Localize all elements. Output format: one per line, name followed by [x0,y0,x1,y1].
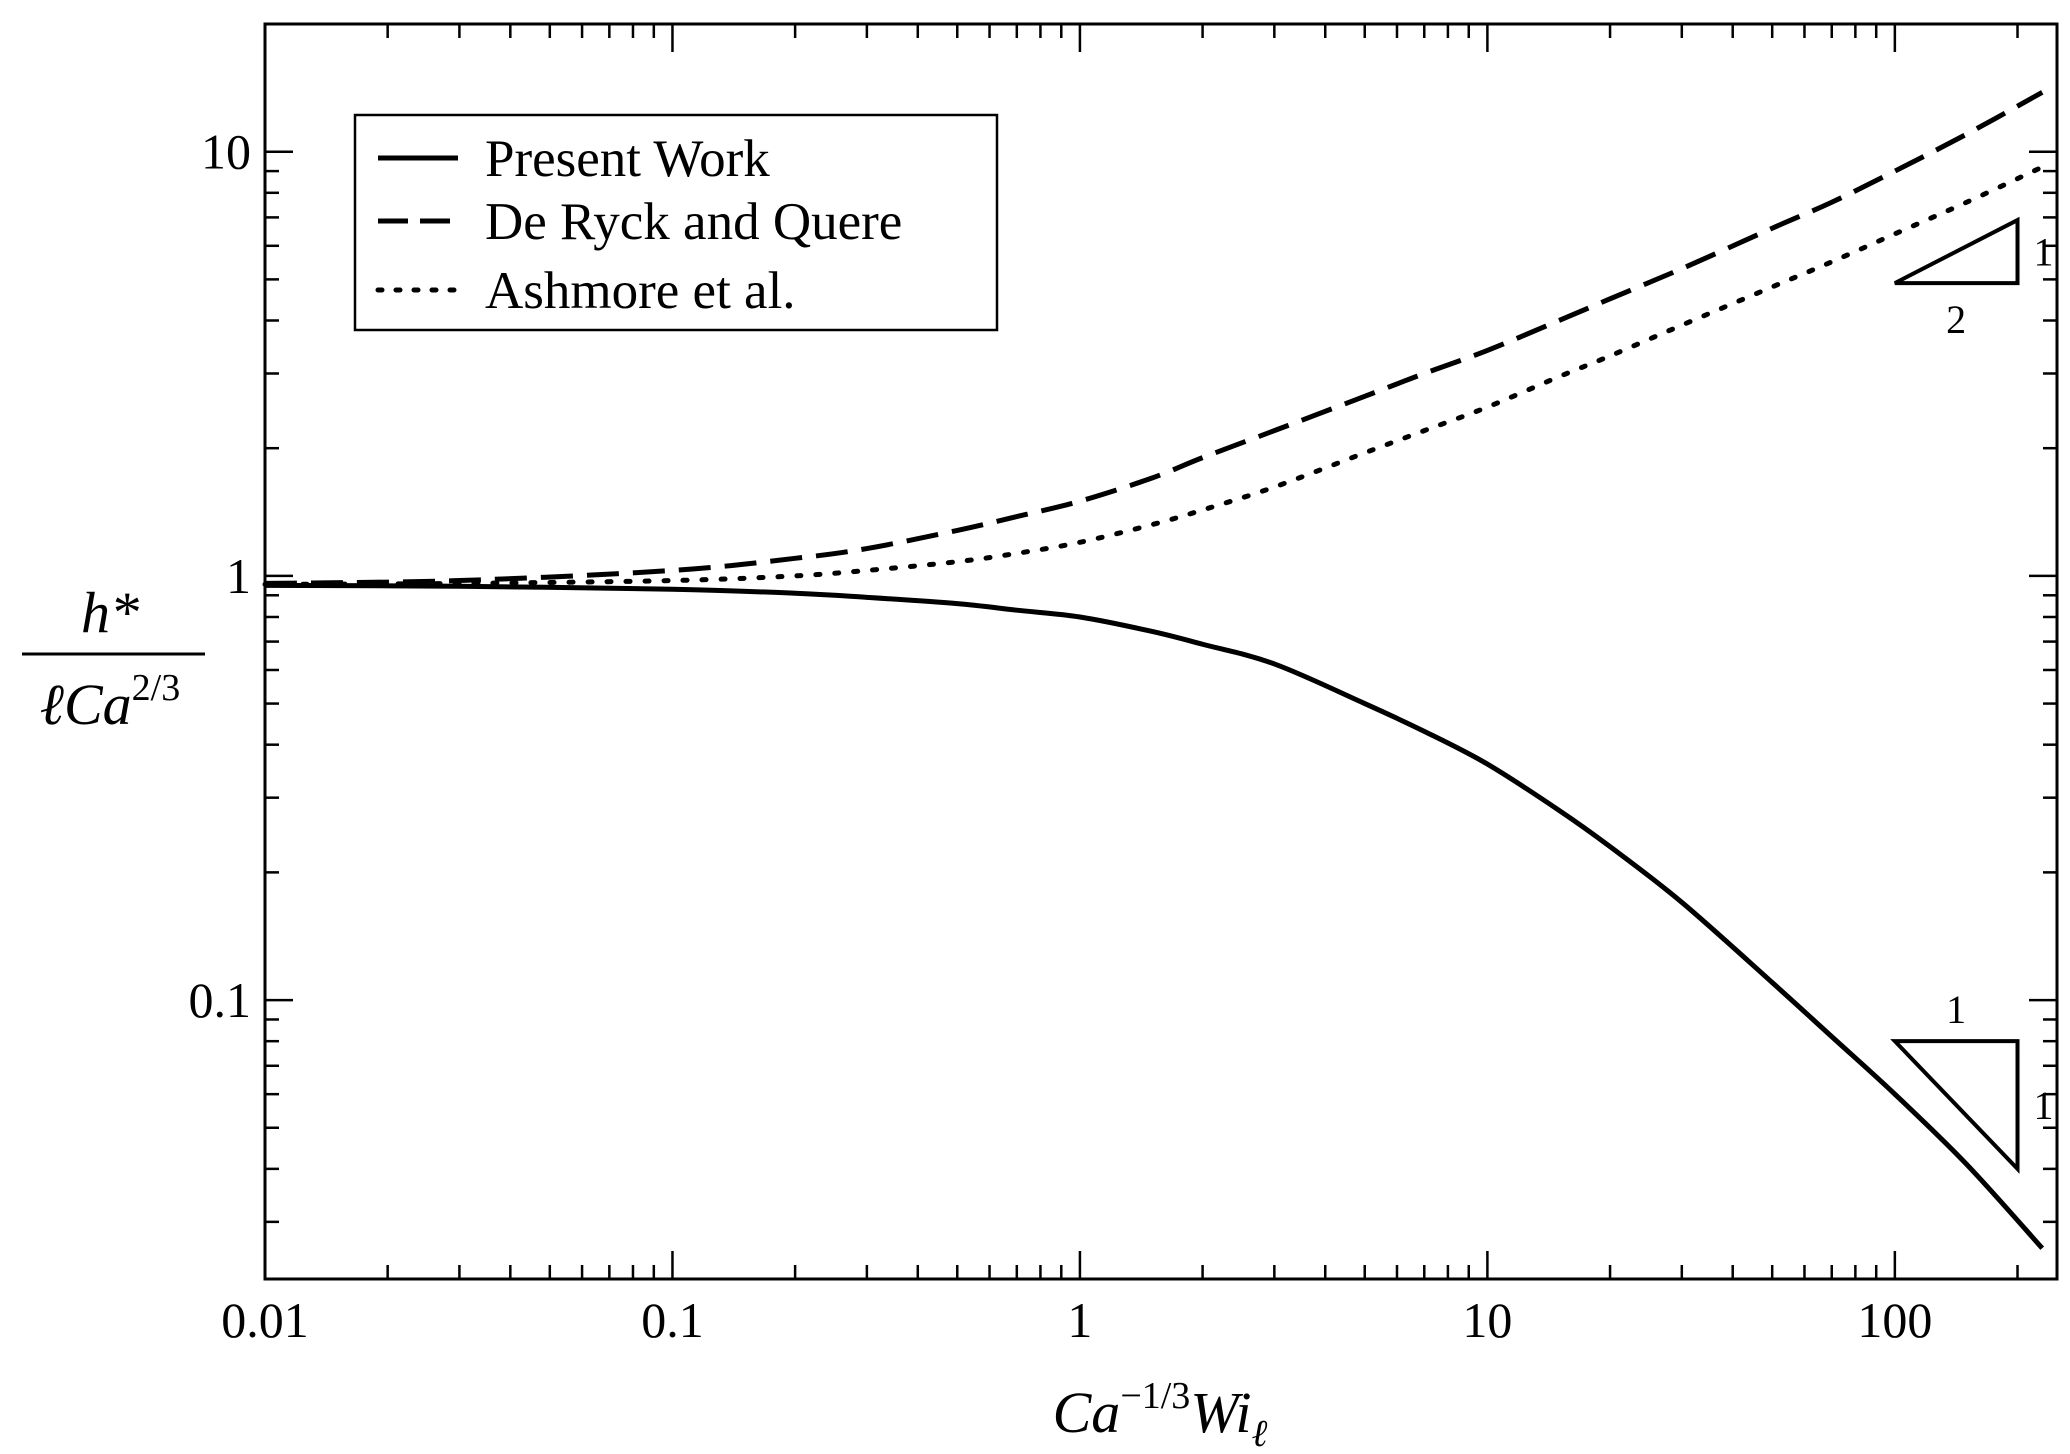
y-axis-label: h* ℓCa2/3 [22,580,205,737]
y-axis-label-den-sup: 2/3 [132,667,181,709]
y-tick-label: 1 [226,548,251,604]
x-axis-label-base: Ca [1053,1380,1121,1445]
plot-frame [263,22,2059,1281]
x-tick-label: 1 [1067,1292,1092,1348]
legend-box [353,113,999,332]
legend-label-de-ryck: De Ryck and Quere [485,193,902,251]
legend-label-present-work: Present Work [485,130,770,188]
y-axis-label-den-base: ℓCa [40,672,132,737]
y-tick-label: 0.1 [189,972,252,1028]
y-axis-label-denominator: ℓCa2/3 [40,667,180,737]
slope-triangle [1893,216,2020,286]
series-line-solid [264,582,2045,1250]
slope-rise-label: 1 [2034,230,2054,275]
series-line-dashed [264,90,2044,586]
x-axis-label: Ca−1/3Wiℓ [1053,1375,1268,1454]
slope-run-label: 2 [1946,297,1966,342]
x-tick-label: 0.1 [641,1292,704,1348]
y-axis-label-numerator: h* [81,580,139,645]
ticks-layer: 0.01 0.1 1 10 100 0.1 1 10 [189,22,2057,1348]
legend: Present Work De Ryck and Quere Ashmore e… [353,113,999,332]
series-layer [262,90,2045,1250]
x-axis-label-sub: ℓ [1252,1413,1268,1454]
x-axis-label-mid: Wi [1190,1380,1251,1445]
slope-run-label: 1 [1946,987,1966,1032]
y-tick-label: 10 [201,124,251,180]
x-tick-label: 10 [1462,1292,1512,1348]
x-tick-label: 100 [1857,1292,1932,1348]
slope-triangle [1890,1039,2020,1174]
annotation-layer: 2 1 1 1 [1890,216,2054,1174]
x-axis-label-sup: −1/3 [1120,1375,1190,1417]
legend-label-ashmore: Ashmore et al. [485,262,796,320]
series-line-dotted [262,164,2045,587]
x-tick-label: 0.01 [221,1292,309,1348]
slope-rise-label: 1 [2034,1083,2054,1128]
